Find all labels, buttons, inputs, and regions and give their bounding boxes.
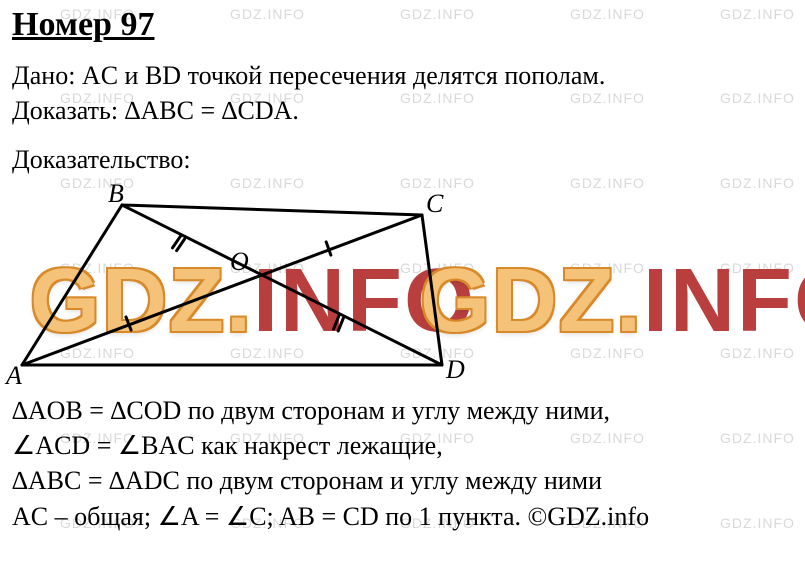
document-body: Номер 97 Дано: AC и BD точкой пересечени… bbox=[0, 0, 805, 540]
given-line: Дано: AC и BD точкой пересечения делятся… bbox=[12, 58, 793, 93]
proof-line-3: ∆ABC = ∆ADC по двум сторонам и углу межд… bbox=[12, 463, 793, 498]
vertex-label-d: D bbox=[446, 355, 465, 385]
geometry-diagram: A B C D O bbox=[12, 185, 472, 385]
vertex-label-c: C bbox=[426, 189, 443, 219]
vertex-label-b: B bbox=[108, 179, 124, 209]
proof-line-1: ∆AOB = ∆COD по двум сторонам и углу межд… bbox=[12, 393, 793, 428]
prove-line: Доказать: ∆ABC = ∆CDA. bbox=[12, 93, 793, 128]
given-block: Дано: AC и BD точкой пересечения делятся… bbox=[12, 58, 793, 128]
vertex-label-o: O bbox=[230, 247, 249, 277]
proof-label: Доказательство: bbox=[12, 142, 793, 177]
proof-line-4: AC – общая; ∠A = ∠C; AB = CD по 1 пункта… bbox=[12, 499, 793, 534]
vertex-label-a: A bbox=[6, 361, 22, 391]
proof-line-2: ∠ACD = ∠BAC как накрест лежащие, bbox=[12, 428, 793, 463]
diagram-svg bbox=[12, 185, 472, 385]
problem-title: Номер 97 bbox=[12, 6, 793, 44]
